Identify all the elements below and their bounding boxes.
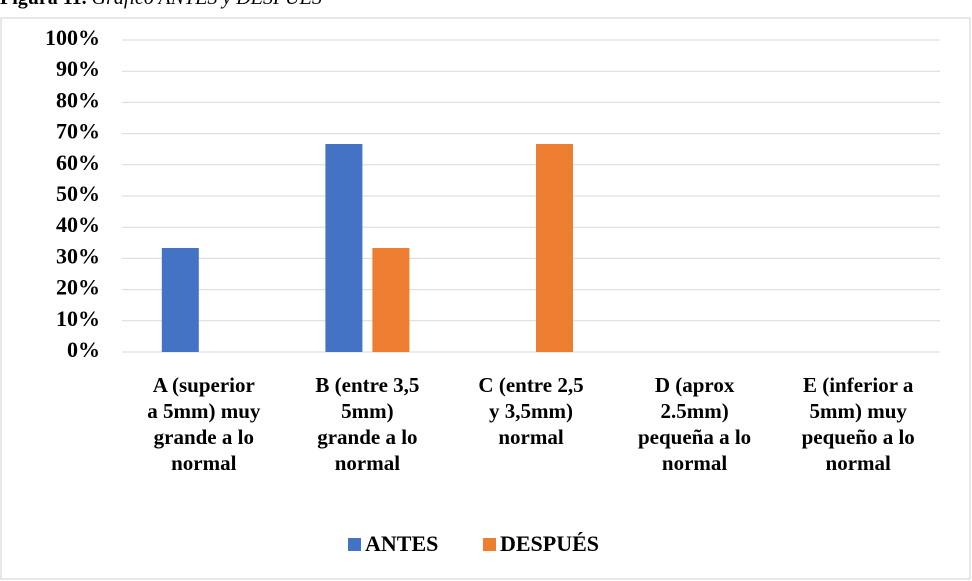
x-tick-line: grande a lo xyxy=(154,425,254,449)
y-tick-label: 60% xyxy=(56,150,100,175)
x-tick-line: normal xyxy=(171,451,236,475)
y-tick-label: 30% xyxy=(56,243,100,268)
y-tick-label: 90% xyxy=(56,56,100,81)
x-tick-line: pequeña a lo xyxy=(638,425,751,449)
bar xyxy=(536,143,573,352)
x-tick-line: 2.5mm) xyxy=(660,399,728,423)
y-tick-label: 80% xyxy=(56,87,100,112)
y-tick-label: 70% xyxy=(56,119,100,144)
caption-text: Gráfico ANTES y DESPUÉS xyxy=(92,0,322,9)
x-tick-line: y 3,5mm) xyxy=(489,399,573,423)
legend-swatch xyxy=(483,538,496,551)
x-tick-line: 5mm) muy xyxy=(809,399,907,423)
bar xyxy=(325,143,363,352)
x-tick-label: B (entre 3,5 5mm) grande a lo normal xyxy=(315,373,419,475)
bar xyxy=(372,248,410,352)
x-tick-label: E (inferior a 5mm) muy pequeño a lo normal xyxy=(802,373,915,475)
y-tick-label: 50% xyxy=(56,181,100,206)
y-tick-label: 20% xyxy=(56,275,100,300)
y-tick-label: 10% xyxy=(56,306,100,331)
y-tick-label: 100% xyxy=(45,25,100,50)
x-tick-line: normal xyxy=(335,451,400,475)
x-tick-label: C (entre 2,5 y 3,5mm) normal xyxy=(478,373,583,449)
y-tick-label: 0% xyxy=(67,337,100,362)
x-tick-line: normal xyxy=(498,425,563,449)
x-tick-label: D (aprox 2.5mm) pequeña a lo normal xyxy=(638,373,751,475)
x-tick-line: B (entre 3,5 xyxy=(315,373,419,397)
x-tick-line: C (entre 2,5 xyxy=(478,373,583,397)
caption-number: Figura 11. xyxy=(0,0,87,9)
x-tick-line: 5mm) xyxy=(341,399,393,423)
x-tick-line: normal xyxy=(826,451,891,475)
x-tick-line: D (aprox xyxy=(655,373,735,397)
x-tick-line: pequeño a lo xyxy=(802,425,915,449)
x-tick-line: grande a lo xyxy=(317,425,417,449)
x-tick-line: E (inferior a xyxy=(803,373,914,397)
x-tick-line: normal xyxy=(662,451,727,475)
legend-swatch xyxy=(348,538,361,551)
y-tick-label: 40% xyxy=(56,212,100,237)
x-tick-line: A (superior xyxy=(153,373,255,397)
x-tick-line: a 5mm) muy xyxy=(147,399,261,423)
legend-label: DESPUÉS xyxy=(500,531,599,556)
x-tick-label: A (superior a 5mm) muy grande a lo normal xyxy=(147,373,261,475)
bar xyxy=(161,248,199,352)
legend-label: ANTES xyxy=(365,531,438,556)
caption: Figura 11. Gráfico ANTES y DESPUÉS xyxy=(0,0,322,9)
